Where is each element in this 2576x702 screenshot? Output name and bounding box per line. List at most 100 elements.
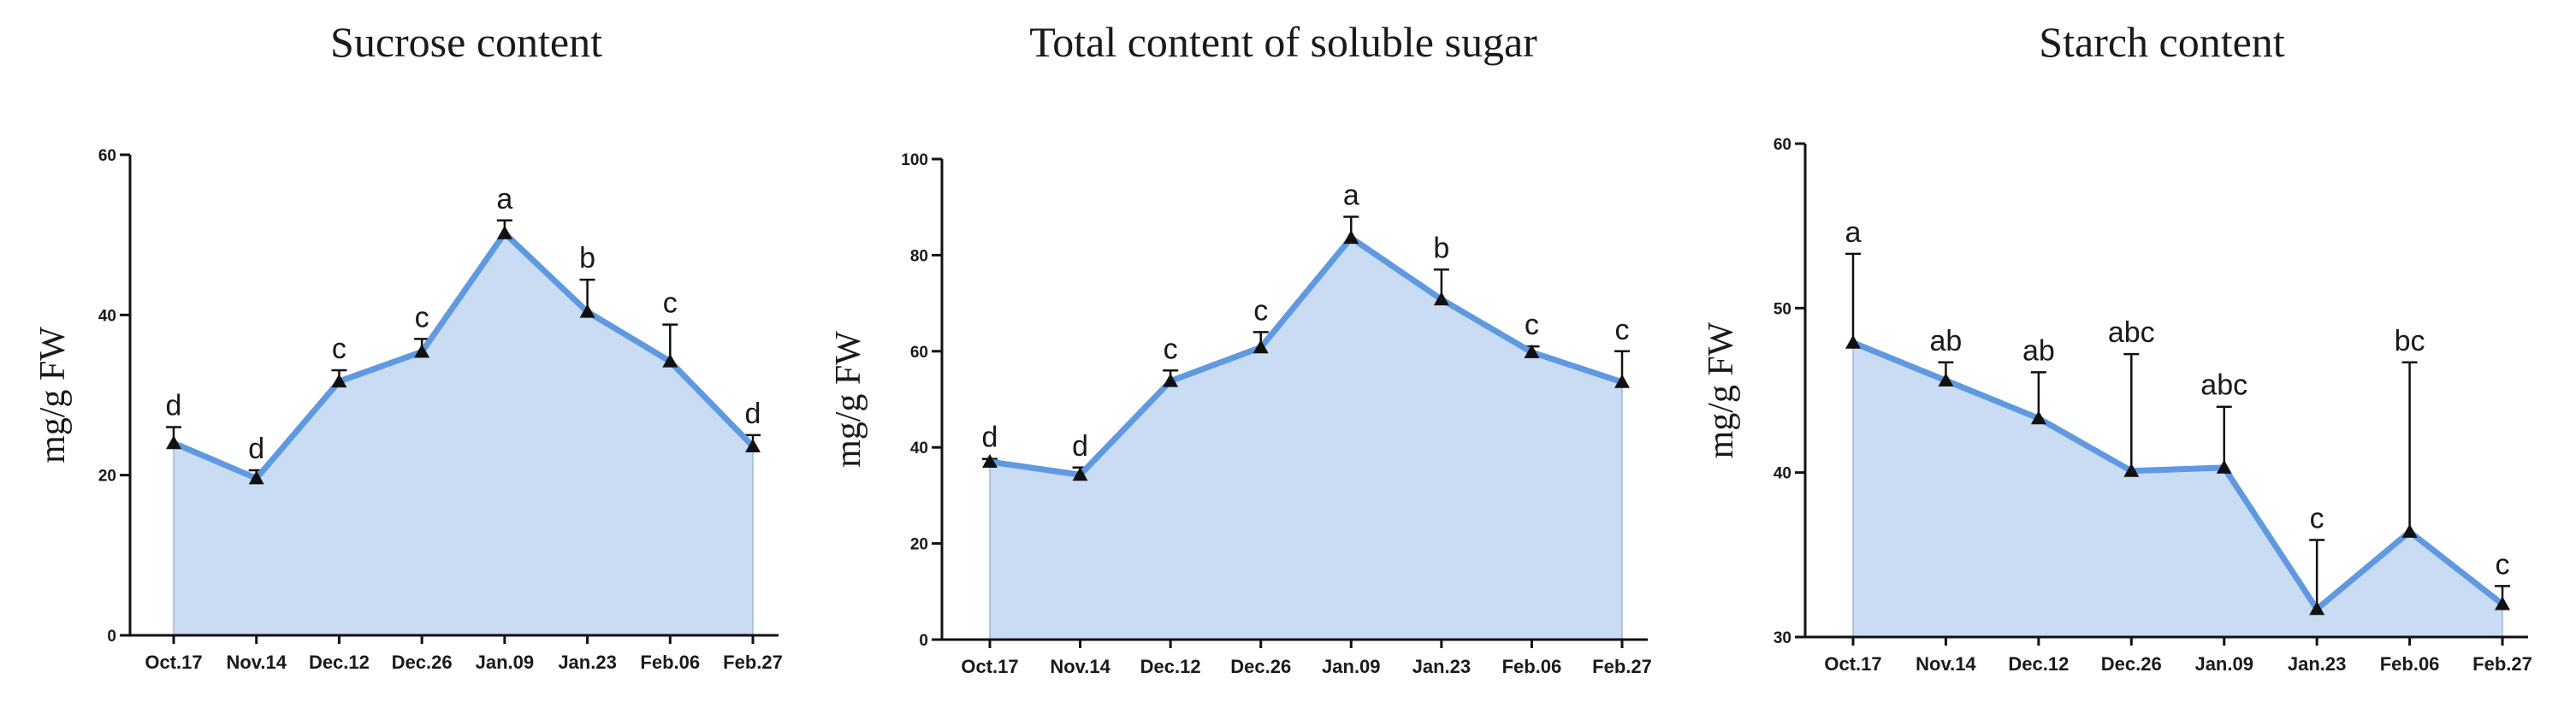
series-line [172,230,755,481]
data-point [1433,292,1449,306]
data-point [248,470,264,485]
significance-label: c [332,333,346,365]
data-point [496,225,512,239]
significance-label: c [1525,309,1539,341]
y-tick-label: 20 [910,536,928,554]
x-tick-label: Jan.09 [476,652,535,673]
significance-label: a [1343,179,1359,211]
y-tick-label: 40 [98,307,116,325]
area-fill [174,233,753,635]
significance-label: ab [1930,325,1963,357]
data-point [2309,601,2325,616]
data-point [1938,372,1954,386]
chart-panel-1: Sucrose content mg/g FW d d c c a b c d 0 20 40 60 Oct… [33,18,783,673]
y-tick-label: 100 [901,151,928,169]
data-point [2401,523,2418,538]
x-tick-label: Dec.12 [1140,656,1201,677]
x-tick-label: Feb.27 [723,652,783,673]
data-point [2030,410,2046,425]
y-tick-label: 40 [910,439,928,457]
significance-label: b [1433,232,1449,264]
data-point [166,435,181,450]
x-tick-label: Oct.17 [1824,653,1881,675]
x-tick-label: Oct.17 [145,652,202,673]
error-bar [2401,361,2418,532]
y-axis-label: mg/g FW [1702,322,1741,458]
x-tick-label: Feb.06 [1502,656,1562,677]
error-bar [2216,405,2232,468]
significance-label: ab [2022,334,2055,367]
significance-label: abc [2108,316,2155,349]
significance-label: d [166,389,182,422]
data-point [414,344,430,358]
significance-label: c [2310,503,2324,535]
y-axis-label: mg/g FW [829,331,868,468]
x-tick-label: Jan.23 [2288,653,2347,675]
error-bar [1845,252,1861,343]
y-tick-label: 60 [1774,136,1791,154]
significance-label: c [2496,548,2510,581]
x-tick-label: Jan.23 [1412,656,1472,677]
significance-label: c [1164,333,1178,365]
error-bar [2309,539,2325,610]
x-tick-label: Jan.09 [1322,656,1381,677]
significance-label: d [745,398,761,430]
y-tick-label: 0 [107,628,116,646]
y-tick-label: 30 [1774,629,1791,647]
data-point [1163,373,1179,387]
significance-label: d [248,433,264,465]
x-tick-label: Dec.12 [309,652,370,673]
chart-title: Total content of soluble sugar [1029,18,1537,66]
significance-label: a [496,183,512,215]
chart-panel-3: Starch content mg/g FW a ab ab abc abc c bc c 30 40… [1702,18,2532,675]
data-point [1252,339,1269,354]
data-point [579,304,595,318]
x-tick-label: Jan.09 [2194,653,2253,675]
series-line [989,234,1624,478]
significance-label: a [1845,216,1862,249]
x-tick-label: Feb.27 [1592,656,1652,677]
x-tick-label: Nov.14 [1916,653,1976,675]
chart-title: Starch content [2039,18,2285,66]
significance-label: c [1253,294,1268,327]
series-line [1851,339,2505,612]
data-point [1524,344,1540,358]
significance-label: c [1615,314,1630,346]
chart-panel-2: Total content of soluble sugar mg/g FW d d c… [829,18,1652,677]
significance-label: d [1072,430,1088,463]
x-tick-label: Jan.23 [558,652,617,673]
significance-label: bc [2395,325,2425,357]
y-axis-label: mg/g FW [33,327,73,463]
significance-label: abc [2200,369,2247,402]
y-tick-label: 20 [98,468,116,486]
chart-title: Sucrose content [330,18,602,66]
data-point [662,353,678,368]
data-point [2123,463,2140,477]
data-point [331,374,347,388]
y-tick-label: 40 [1774,465,1791,483]
error-bar [2123,352,2140,471]
x-tick-label: Nov.14 [226,652,287,673]
x-tick-label: Feb.06 [2380,653,2440,675]
x-tick-label: Dec.26 [1230,656,1291,677]
data-point [1614,374,1630,388]
area-fill [990,238,1622,640]
x-tick-label: Nov.14 [1050,656,1110,677]
data-point [1343,230,1359,245]
x-tick-label: Feb.06 [640,652,700,673]
x-tick-label: Dec.26 [2101,653,2162,675]
x-tick-label: Feb.27 [2472,653,2532,675]
data-point [982,454,998,469]
data-point [1072,467,1088,481]
area-fill [1853,342,2502,637]
y-tick-label: 60 [98,147,116,165]
data-point [2216,459,2232,474]
y-tick-label: 50 [1774,300,1791,318]
data-point [1845,334,1861,349]
data-point [2495,596,2510,611]
significance-label: d [982,422,998,454]
significance-label: c [663,287,678,320]
y-tick-label: 60 [910,344,928,362]
y-tick-label: 80 [910,247,928,265]
